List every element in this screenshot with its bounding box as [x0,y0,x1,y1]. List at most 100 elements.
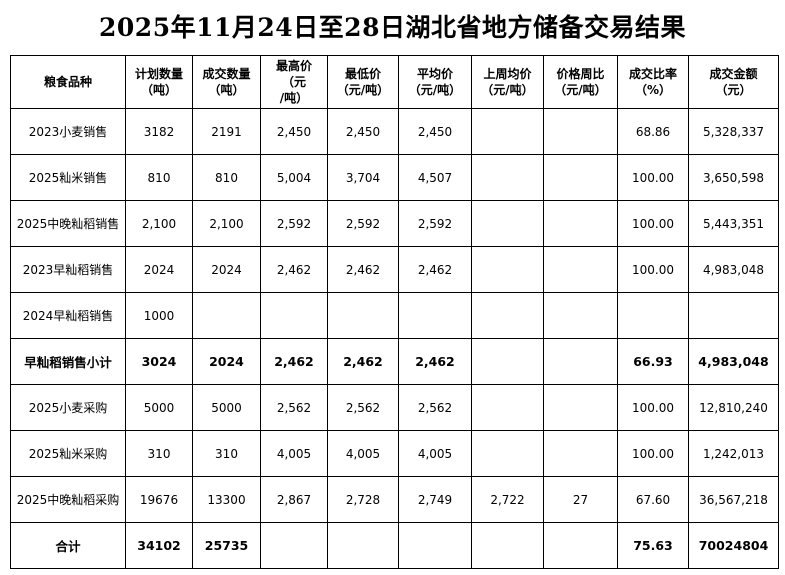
table-cell: 19676 [125,476,193,523]
column-header-line: 最高价 [275,59,312,73]
column-header: 平均价 （元/吨） [398,55,472,109]
table-cell: 2,450 [398,108,472,155]
table-row: 2023小麦销售 3182 2191 2,450 2,450 2,450 68.86 5,32… [10,108,779,155]
table-cell [260,522,328,569]
table-cell: 2,100 [125,200,193,247]
column-header-line: 计划数量 [134,67,183,81]
table-cell: 2,462 [327,246,399,293]
table-cell [543,522,618,569]
table-row: 2024早籼稻销售 1000 [10,292,779,339]
table-cell [471,338,544,385]
table-cell [543,154,618,201]
column-header-line: （吨） [140,83,177,97]
table-row: 2025中晚籼稻销售 2,100 2,100 2,592 2,592 2,592 100.0… [10,200,779,247]
table-cell: 2,592 [260,200,328,247]
table-cell [398,292,472,339]
table-cell: 4,983,048 [688,338,779,385]
table-cell [471,522,544,569]
column-header-line: 平均价 [416,67,453,81]
table-cell: 4,005 [260,430,328,477]
table-cell: 1,242,013 [688,430,779,477]
subtotal-row: 合计 34102 25735 75.63 70024804 [10,522,779,569]
table-row: 2025小麦采购 5000 5000 2,562 2,562 2,562 100.00 12,… [10,384,779,431]
table-cell [543,338,618,385]
table-cell: 2,562 [327,384,399,431]
column-header-line: 最低价 [344,67,381,81]
column-header: 成交比率 （%） [617,55,689,109]
table-cell [471,154,544,201]
table-cell: 2,592 [398,200,472,247]
table-cell: 100.00 [617,200,689,247]
grain-type-cell: 2023早籼稻销售 [10,246,126,293]
table-cell: 4,507 [398,154,472,201]
table-cell: 2,867 [260,476,328,523]
header-row: 粮食品种 计划数量 （吨） 成交数量 （吨） 最高价 （元/吨） 最低价 （元/吨） 平均价 （元/… [10,55,779,109]
grain-type-cell: 合计 [10,522,126,569]
table-cell: 2,462 [260,246,328,293]
table-row: 2023早籼稻销售 2024 2024 2,462 2,462 2,462 100.00 4,… [10,246,779,293]
table-cell: 12,810,240 [688,384,779,431]
table-cell: 3182 [125,108,193,155]
table-cell: 100.00 [617,384,689,431]
table-cell [327,292,399,339]
column-header-line: 成交数量 [202,67,251,81]
column-header: 成交数量 （吨） [192,55,261,109]
column-header: 计划数量 （吨） [125,55,193,109]
grain-type-cell: 2024早籼稻销售 [10,292,126,339]
table-cell: 5,443,351 [688,200,779,247]
table-cell: 36,567,218 [688,476,779,523]
table-cell [543,292,618,339]
table-cell: 100.00 [617,154,689,201]
table-cell: 1000 [125,292,193,339]
table-cell [327,522,399,569]
table-cell: 2,592 [327,200,399,247]
grain-type-cell: 2023小麦销售 [10,108,126,155]
table-cell: 2,450 [260,108,328,155]
table-cell: 310 [125,430,193,477]
table-cell [471,384,544,431]
table-cell: 2024 [192,338,261,385]
page-title: 2025年11月24日至28日湖北省地方储备交易结果 [99,13,686,42]
table-cell: 2024 [192,246,261,293]
table-cell: 2,450 [327,108,399,155]
column-header-line: 价格周比 [556,67,605,81]
subtotal-row: 早籼稻销售小计 3024 2024 2,462 2,462 2,462 66.93 4,983… [10,338,779,385]
grain-type-cell: 2025中晚籼稻销售 [10,200,126,247]
table-cell [471,246,544,293]
table-row: 2025籼米采购 310 310 4,005 4,005 4,005 100.00 1,242… [10,430,779,477]
table-cell: 13300 [192,476,261,523]
table-cell: 2,562 [398,384,472,431]
table-cell: 2,462 [398,338,472,385]
table-cell: 70024804 [688,522,779,569]
table-cell: 810 [125,154,193,201]
table-cell: 5000 [125,384,193,431]
table-cell [543,108,618,155]
column-header: 成交金额 （元） [688,55,779,109]
table-cell [471,200,544,247]
grain-type-cell: 早籼稻销售小计 [10,338,126,385]
table-cell [192,292,261,339]
table-cell [688,292,779,339]
column-header: 粮食品种 [10,55,126,109]
column-header-line: /吨） [279,91,309,105]
table-cell [471,430,544,477]
table-cell: 100.00 [617,430,689,477]
table-cell: 310 [192,430,261,477]
table-row: 2025中晚籼稻采购 19676 13300 2,867 2,728 2,749 2,722… [10,476,779,523]
column-header-line: （元） [715,83,752,97]
table-cell: 2,722 [471,476,544,523]
column-header-line: （元/吨） [554,83,607,97]
table-cell: 68.86 [617,108,689,155]
column-header-line: （%） [634,83,672,97]
table-cell: 810 [192,154,261,201]
table-cell: 3,650,598 [688,154,779,201]
column-header: 价格周比 （元/吨） [543,55,618,109]
trade-results-table: 粮食品种 计划数量 （吨） 成交数量 （吨） 最高价 （元/吨） 最低价 （元/吨） 平均价 （元/… [10,55,779,569]
table-cell: 2,462 [327,338,399,385]
grain-type-cell: 2025中晚籼稻采购 [10,476,126,523]
table-cell: 2024 [125,246,193,293]
column-header: 最低价 （元/吨） [327,55,399,109]
column-header-line: 上周均价 [483,67,532,81]
table-cell: 2,462 [398,246,472,293]
table-cell: 27 [543,476,618,523]
